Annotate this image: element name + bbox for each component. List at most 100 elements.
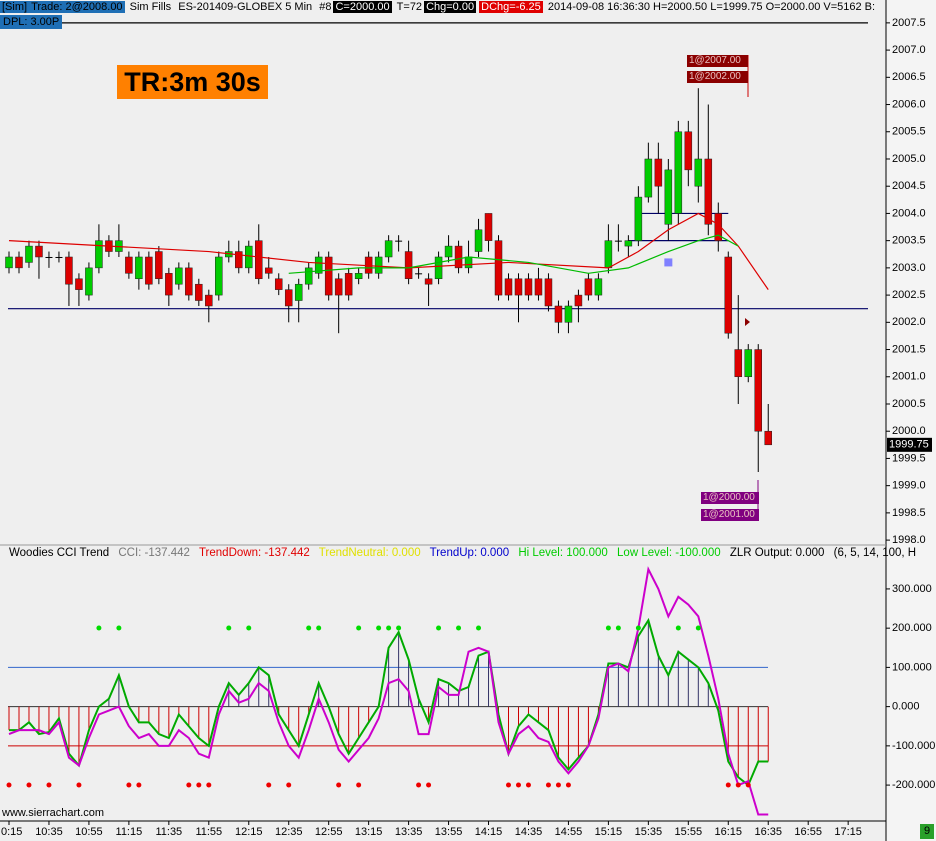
candle-body: [25, 245, 33, 263]
y-tick-label: 2000.5: [892, 398, 926, 410]
y-tick-label: 1999.0: [892, 480, 926, 492]
candle-body: [395, 240, 403, 242]
signal-dot: [635, 625, 641, 631]
candle-body: [245, 245, 253, 269]
signal-dot: [436, 625, 442, 631]
signal-dot: [46, 782, 52, 788]
candle-body: [284, 289, 293, 307]
legend-item: Low Level: -100.000: [617, 547, 721, 559]
candle-body: [205, 294, 213, 307]
candle-body: [55, 256, 63, 258]
order-label: 1@2002.00: [687, 71, 748, 83]
x-tick-label: 13:35: [395, 826, 423, 838]
candle-body: [484, 213, 493, 241]
candle-body: [604, 240, 613, 269]
x-tick-label: 10:35: [35, 826, 63, 838]
signal-dot: [316, 625, 322, 631]
cci-line: [8, 566, 769, 816]
candle-body: [514, 278, 523, 296]
candle-body: [474, 229, 483, 252]
candle-body: [624, 240, 633, 247]
candle-body: [654, 158, 663, 187]
order-label: 1@2001.00: [701, 509, 759, 521]
corner-box: 9: [920, 824, 934, 839]
candle-body: [564, 305, 573, 323]
timer: TR:3m 30s: [117, 65, 268, 99]
y-tick-label: 1998.0: [892, 534, 926, 546]
x-tick-label: 16:15: [715, 826, 743, 838]
candle-body: [714, 213, 723, 241]
candle-body: [155, 251, 163, 280]
order-arrow: [745, 318, 750, 326]
signal-dot: [615, 625, 621, 631]
candle-body: [235, 251, 243, 269]
y-tick-label: 2006.5: [892, 71, 926, 83]
legend-item: TrendNeutral: 0.000: [318, 547, 421, 559]
candle-body: [145, 256, 153, 285]
candle-body: [404, 251, 413, 280]
dpl: DPL: 3.00P: [0, 15, 63, 29]
signal-dot: [126, 782, 132, 788]
signal-dot: [396, 625, 402, 631]
x-tick-label: 11:15: [116, 826, 143, 838]
signal-dot: [735, 782, 741, 788]
candle-body: [444, 245, 453, 258]
x-tick-label: 13:55: [435, 826, 463, 838]
legend-item: TrendUp: 0.000: [429, 547, 510, 559]
signal-dot: [356, 782, 362, 788]
header: [Sim] Trade: 2@2008.00 Sim Fills ES-20140…: [0, 0, 877, 16]
candle-body: [255, 240, 263, 280]
signal-dot: [136, 782, 142, 788]
candle-body: [324, 256, 333, 296]
indicator-legend: Woodies CCI Trend CCI: -137.442 TrendDow…: [9, 547, 922, 559]
candle-body: [384, 240, 393, 258]
signal-dot: [196, 782, 202, 788]
signal-dot: [386, 625, 392, 631]
signal-dot: [266, 782, 272, 788]
candle-body: [744, 349, 753, 378]
candle-body: [754, 349, 762, 432]
y-tick-label: 300.000: [892, 583, 932, 595]
y-tick-label: -200.000: [892, 779, 935, 791]
y-tick-label: 2007.5: [892, 17, 926, 29]
y-tick-label: 2003.5: [892, 235, 926, 247]
candle-body: [354, 273, 363, 280]
trade: Trade: 2@2008.00: [29, 1, 125, 13]
candle-body: [584, 278, 593, 296]
candle-body: [175, 267, 183, 285]
legend-item: TrendDown: -137.442: [198, 547, 310, 559]
candle-body: [65, 256, 73, 285]
x-tick-label: 12:15: [235, 826, 263, 838]
signal-dot: [246, 625, 252, 631]
moving-average: [288, 234, 739, 274]
y-tick-label: 2004.5: [892, 180, 926, 192]
candle-body: [85, 267, 93, 296]
signal-dot: [506, 782, 511, 788]
y-tick-label: 1998.5: [892, 507, 926, 519]
legend-item: CCI: -137.442: [118, 547, 190, 559]
y-tick-label: 2007.0: [892, 44, 926, 56]
legend-item: ZLR Output: 0.000: [729, 547, 825, 559]
legend-item: (6, 5, 14, 100, H: [833, 547, 917, 559]
x-tick-label: 10:55: [75, 826, 103, 838]
last-price-label: 1999.75: [889, 439, 929, 451]
dchg: DChg=-6.25: [479, 1, 543, 13]
x-tick-label: 14:15: [475, 826, 503, 838]
y-tick-label: 2006.0: [892, 98, 926, 110]
candle-body: [95, 240, 103, 269]
symbol: ES-201409-GLOBEX 5 Min: [178, 1, 313, 13]
candle-body: [344, 273, 353, 296]
candle-body: [684, 131, 693, 171]
num: #8: [319, 1, 332, 13]
y-tick-label: -100.000: [892, 740, 935, 752]
signal-dot: [76, 782, 82, 788]
x-tick-label: 13:15: [355, 826, 383, 838]
signal-dot: [356, 625, 362, 631]
fills: Sim Fills: [129, 1, 172, 13]
candle-body: [185, 267, 193, 296]
x-tick-label: 16:55: [794, 826, 822, 838]
y-tick-label: 200.000: [892, 622, 932, 634]
signal-dot: [675, 625, 681, 631]
signal-dot: [456, 625, 462, 631]
y-tick-label: 0.000: [892, 701, 920, 713]
